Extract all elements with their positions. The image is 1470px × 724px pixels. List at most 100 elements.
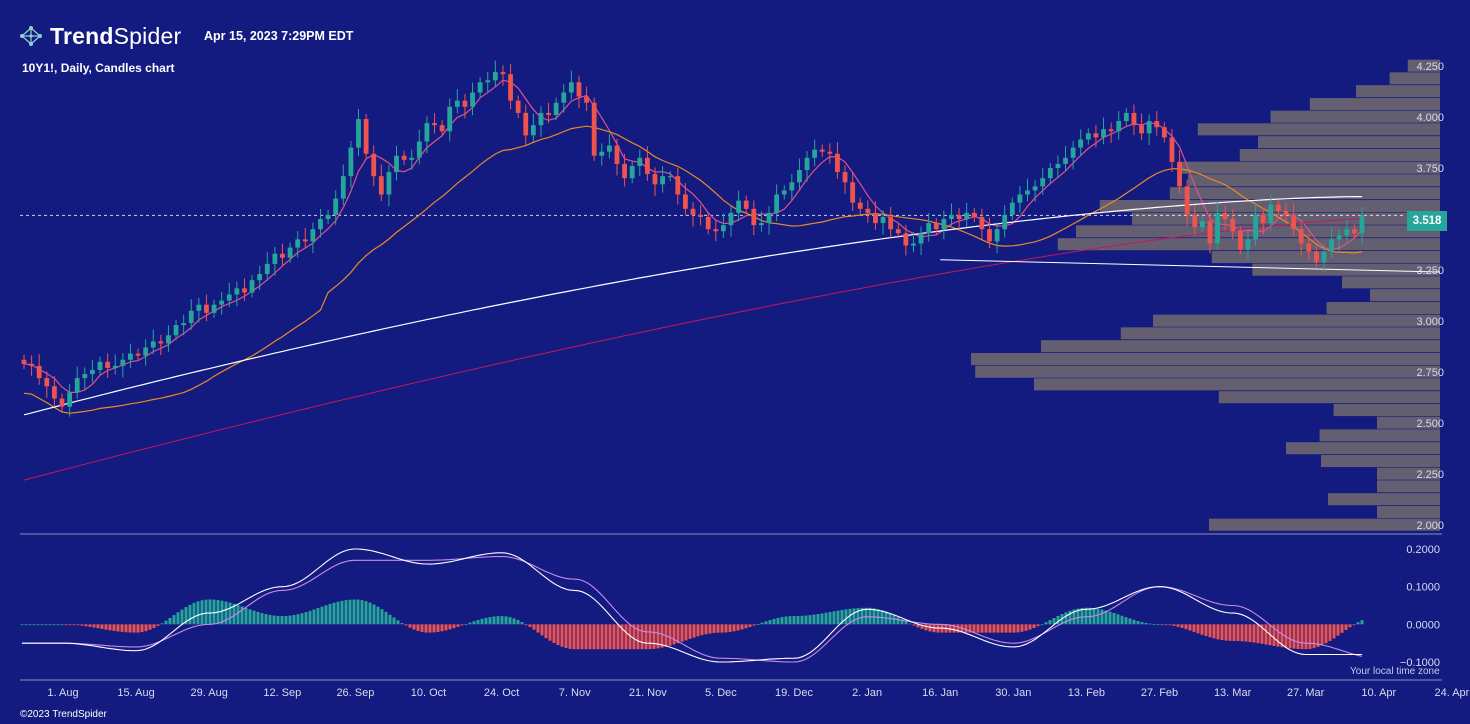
date-tick-label: 24. Oct xyxy=(484,687,519,699)
candle-down xyxy=(895,229,901,234)
volume-profile-bar xyxy=(1328,493,1440,506)
macd-histogram-bar xyxy=(1016,624,1020,633)
macd-histogram-bar xyxy=(20,624,24,626)
date-tick-label: 30. Jan xyxy=(995,687,1031,699)
candle-up xyxy=(1085,133,1091,140)
timezone-label[interactable]: Your local time zone xyxy=(1350,666,1440,677)
price-tick-label: 4.250 xyxy=(1416,61,1444,73)
macd-histogram-bar xyxy=(648,624,652,650)
macd-histogram-bar xyxy=(1308,624,1312,649)
macd-histogram-bar xyxy=(328,603,332,625)
candle-up xyxy=(348,147,354,177)
candle-down xyxy=(1184,186,1190,215)
time-axis: 1. Aug 15. Aug 29. Aug 12. Sep 26. Sep 10. Oc… xyxy=(47,687,1469,699)
candle-up xyxy=(272,253,278,264)
candle-down xyxy=(1222,212,1228,219)
macd-histogram-bar xyxy=(76,624,80,626)
candle-down xyxy=(819,149,825,152)
candle-down xyxy=(1291,214,1296,230)
volume-profile-bar xyxy=(1377,416,1440,429)
macd-histogram-bar xyxy=(1276,624,1280,647)
candle-up xyxy=(918,233,924,244)
date-tick-label: 16. Jan xyxy=(922,687,958,699)
macd-histogram-bar xyxy=(620,624,624,650)
macd-histogram-bar xyxy=(680,624,684,642)
candle-down xyxy=(363,119,369,154)
macd-histogram-bar xyxy=(1108,611,1112,625)
macd-histogram-bar xyxy=(192,602,196,625)
macd-histogram-bar xyxy=(156,624,160,626)
macd-histogram-bar xyxy=(956,624,960,633)
macd-histogram-bar xyxy=(340,600,344,625)
candle-up xyxy=(120,359,126,366)
volume-profile-bar xyxy=(1169,187,1440,200)
macd-histogram-bar xyxy=(296,614,300,625)
macd-histogram-bar xyxy=(864,607,868,625)
macd-histogram-bar xyxy=(452,624,456,629)
macd-histogram-bar xyxy=(372,604,376,625)
candle-up xyxy=(67,392,73,407)
macd-histogram-bar xyxy=(1128,618,1132,625)
macd-histogram-bar xyxy=(868,607,872,625)
macd-histogram-bar xyxy=(1072,609,1076,625)
macd-histogram-bar xyxy=(432,624,436,633)
macd-histogram-bar xyxy=(1036,624,1040,627)
date-tick-label: 12. Sep xyxy=(263,687,301,699)
candle-up xyxy=(188,310,194,324)
macd-histogram-bar xyxy=(1032,624,1036,629)
macd-histogram-bar xyxy=(736,624,740,631)
candle-up xyxy=(1329,239,1334,252)
macd-histogram-bar xyxy=(552,624,556,644)
macd-histogram-bar xyxy=(1216,624,1220,640)
date-tick-label: 19. Dec xyxy=(775,687,813,699)
macd-histogram-bar xyxy=(912,624,916,626)
candle-down xyxy=(1108,129,1114,132)
candle-up xyxy=(173,325,179,336)
macd-line xyxy=(22,548,1362,663)
macd-histogram-bar xyxy=(40,624,44,626)
macd-histogram-bar xyxy=(660,624,664,648)
candle-up xyxy=(234,288,240,295)
date-tick-label: 10. Apr xyxy=(1361,687,1396,699)
volume-profile-bar xyxy=(1286,442,1440,455)
macd-histogram-bar xyxy=(800,615,804,625)
macd-histogram-bar xyxy=(1228,624,1232,641)
candle-down xyxy=(1161,127,1167,138)
macd-histogram-bar xyxy=(324,605,328,625)
candle-down xyxy=(842,172,848,183)
macd-histogram-bar xyxy=(616,624,620,650)
macd-histogram-bar xyxy=(1200,624,1204,635)
macd-histogram-bar xyxy=(848,608,852,625)
macd-histogram-bar xyxy=(180,609,184,625)
candle-down xyxy=(888,216,894,230)
macd-histogram-bar xyxy=(456,624,460,627)
macd-histogram-bar xyxy=(116,624,120,632)
volume-profile-bar xyxy=(1153,314,1440,327)
volume-profile-bar xyxy=(1270,110,1440,123)
macd-histogram-bar xyxy=(1192,624,1196,632)
macd-histogram-bar xyxy=(1056,615,1060,625)
macd-histogram-bar xyxy=(1324,624,1328,644)
macd-histogram-bar xyxy=(400,622,404,625)
candle-down xyxy=(1154,121,1160,128)
volume-profile-bar xyxy=(1034,378,1440,391)
macd-histogram-bar xyxy=(1244,624,1248,642)
macd-histogram-bar xyxy=(1256,624,1260,644)
sma-mid-line xyxy=(23,125,1363,414)
macd-histogram-bar xyxy=(176,612,180,625)
candle-down xyxy=(987,229,992,242)
macd-histogram-bar xyxy=(728,624,732,632)
macd-histogram-bar xyxy=(524,624,528,626)
volume-profile-bar xyxy=(1377,506,1440,519)
macd-histogram-bar xyxy=(1292,624,1296,649)
macd-histogram-bar xyxy=(612,624,616,650)
candle-down xyxy=(508,74,513,101)
candle-up xyxy=(447,106,453,132)
macd-histogram-bar xyxy=(1180,624,1184,628)
candle-up xyxy=(1253,214,1258,240)
macd-histogram-bar xyxy=(1044,622,1048,625)
macd-histogram-bar xyxy=(284,615,288,625)
macd-histogram-bar xyxy=(1220,624,1224,641)
macd-histogram-bar xyxy=(860,607,864,625)
